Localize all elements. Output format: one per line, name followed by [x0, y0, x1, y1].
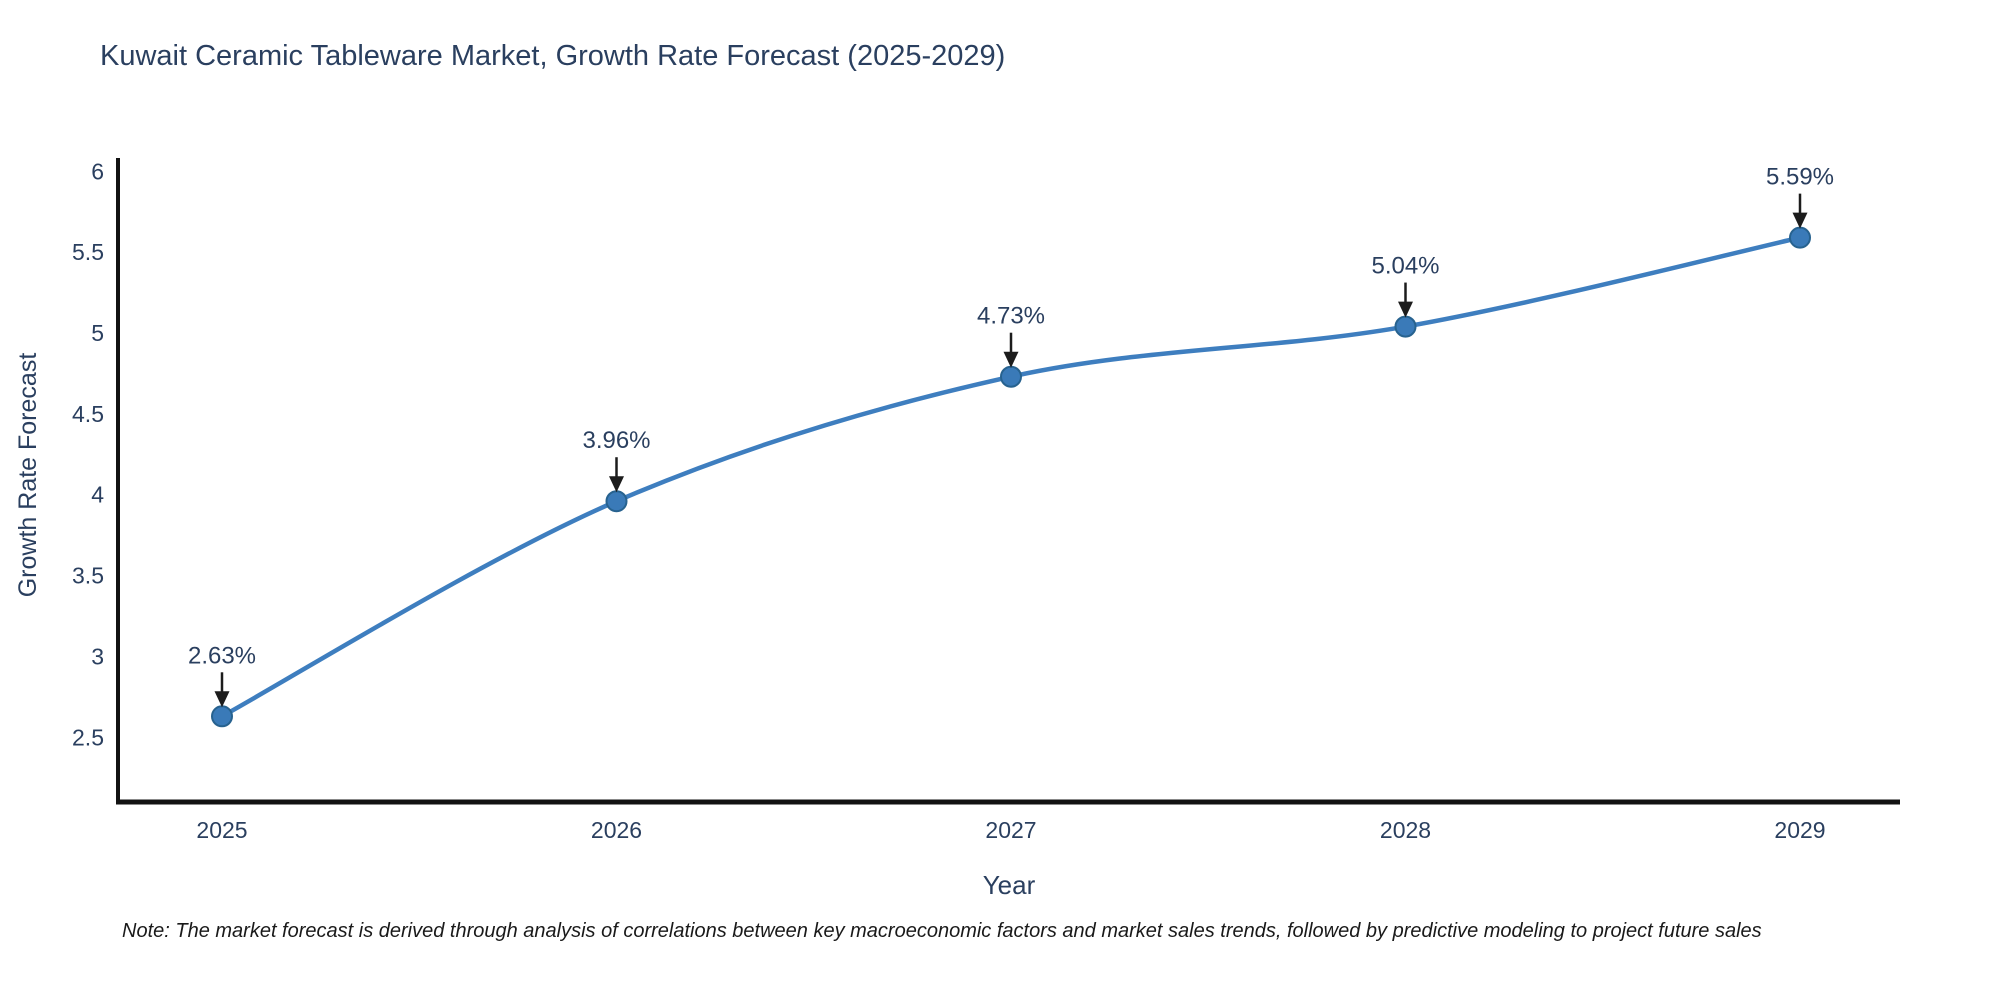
x-axis-tick-labels: 2025 2026 2027 2028 2029 — [196, 817, 1825, 843]
x-tick-label: 2026 — [591, 817, 642, 843]
data-point-label: 4.73% — [977, 303, 1045, 330]
x-tick-label: 2027 — [985, 817, 1036, 843]
chart-note: Note: The market forecast is derived thr… — [122, 920, 1762, 942]
data-point-marker — [1789, 226, 1811, 249]
y-tick-label: 5 — [91, 320, 104, 346]
data-point-label: 5.59% — [1766, 164, 1834, 191]
x-axis-title: Year — [982, 870, 1036, 900]
y-tick-label: 5.5 — [72, 239, 104, 265]
data-point-label: 2.63% — [188, 642, 256, 669]
x-tick-label: 2025 — [196, 817, 247, 843]
data-point-marker — [1000, 365, 1022, 388]
data-point-label: 5.04% — [1371, 253, 1439, 280]
data-point-label: 3.96% — [582, 427, 650, 454]
data-point-marker — [605, 490, 628, 513]
annotation-arrowhead-icon — [1792, 212, 1808, 229]
annotation-arrowhead-icon — [214, 691, 230, 708]
annotation-arrowhead-icon — [1398, 301, 1413, 318]
annotation-arrowhead-icon — [609, 476, 624, 493]
x-tick-label: 2029 — [1774, 817, 1825, 843]
y-tick-label: 4 — [91, 482, 104, 508]
data-series — [211, 226, 1811, 728]
y-tick-label: 4.5 — [72, 401, 104, 427]
data-point-marker — [211, 705, 233, 728]
y-tick-label: 2.5 — [72, 724, 104, 750]
y-tick-label: 3.5 — [72, 563, 104, 589]
y-tick-label: 3 — [91, 643, 104, 669]
data-point-marker — [1394, 315, 1417, 338]
data-annotations: 2.63% 3.96% 4.73% 5.04% 5.59% — [188, 164, 1834, 708]
chart-title: Kuwait Ceramic Tableware Market, Growth … — [100, 40, 1006, 72]
y-tick-label: 6 — [91, 158, 104, 184]
x-tick-label: 2028 — [1380, 817, 1431, 843]
annotation-arrowhead-icon — [1003, 351, 1019, 368]
y-axis-tick-labels: 2.5 3 3.5 4 4.5 5 5.5 6 — [72, 158, 104, 750]
